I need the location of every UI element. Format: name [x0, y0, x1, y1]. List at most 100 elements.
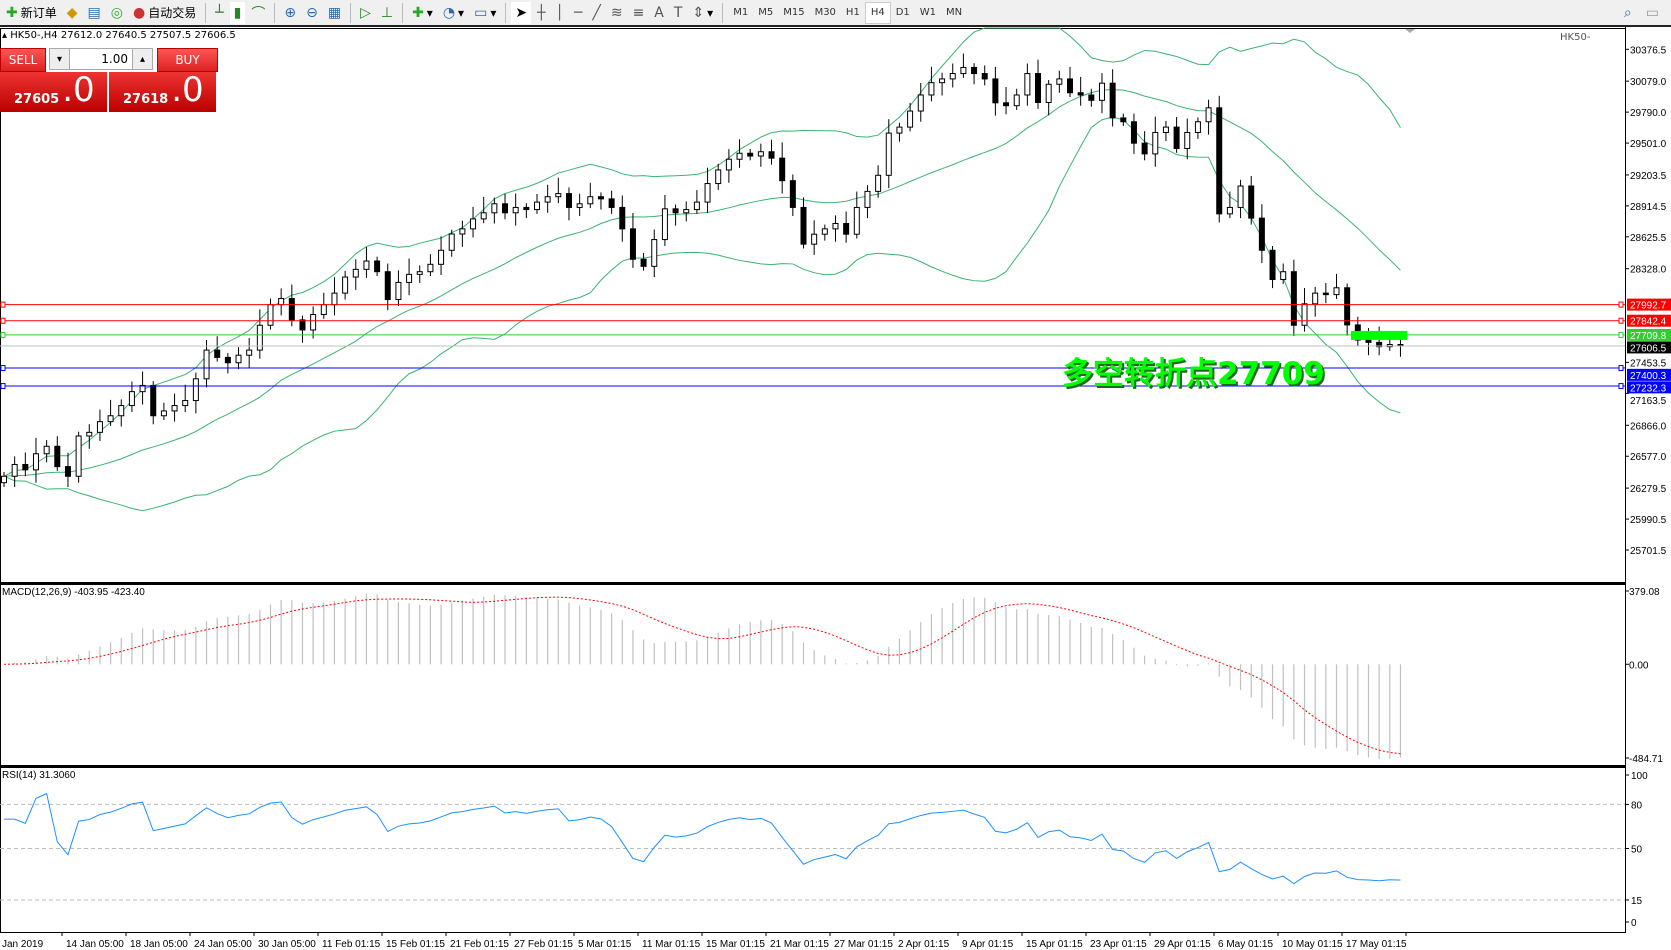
hline-handle [0, 383, 6, 390]
candle-bear [1141, 142, 1148, 155]
timeframe-d1[interactable]: D1 [895, 7, 910, 18]
buy-price[interactable]: 27618.0 [109, 72, 216, 112]
chat-icon[interactable]: ▭ [1645, 4, 1659, 21]
buy-button[interactable]: BUY [157, 48, 218, 72]
channel-button[interactable]: ≡ [629, 2, 649, 24]
crosshair-button[interactable]: ┼ [533, 2, 549, 24]
candle-bear [747, 152, 754, 157]
candle-bull [917, 94, 924, 112]
lot-decrease-button[interactable]: ▾ [50, 49, 70, 69]
zoom-out-button[interactable]: ⊖ [302, 2, 322, 24]
candle-bull [949, 73, 956, 80]
candle-bear [1003, 102, 1010, 107]
candle-bull [86, 431, 93, 437]
time-label: 27 Feb 01:15 [514, 939, 573, 950]
candle-bull [192, 378, 199, 402]
candle-bull [448, 233, 455, 251]
candle-bear [54, 445, 61, 468]
turning-point-marker [1351, 330, 1407, 340]
timeframe-m1[interactable]: M1 [733, 7, 749, 18]
navigator-icon: ◎ [110, 4, 123, 21]
candle-bear [374, 260, 381, 273]
indicators-button[interactable]: ✚ ▾ [412, 4, 433, 21]
price-tick-label: 29501.0 [1630, 139, 1667, 150]
horizontal-line-button[interactable]: ─ [570, 2, 586, 24]
zoom-in-button[interactable]: ⊕ [280, 2, 300, 24]
candle-bear [214, 349, 221, 358]
candle-bear [843, 223, 850, 235]
lot-input[interactable]: 1.00 [70, 49, 132, 69]
templates-icon: ▭ [474, 4, 488, 21]
bar-chart-button[interactable]: ┴ [211, 2, 227, 24]
lot-increase-button[interactable]: ▴ [132, 49, 152, 69]
timeframe-h1[interactable]: H1 [845, 7, 860, 18]
timeframe-h4[interactable]: H4 [864, 1, 891, 24]
auto-trading-button[interactable]: ● 自动交易 [129, 2, 200, 24]
price-tick-label: 26279.5 [1630, 484, 1667, 495]
timeframe-m5[interactable]: M5 [758, 7, 774, 18]
candle-bear [800, 206, 807, 245]
cursor-button[interactable]: ➤ [511, 1, 532, 24]
sell-price[interactable]: 27605.0 [0, 72, 107, 112]
sell-button[interactable]: SELL [0, 48, 46, 72]
time-label: 11 Feb 01:15 [322, 939, 381, 950]
candlestick-button[interactable]: ▮ [229, 1, 246, 24]
bollinger-middle [3, 89, 1401, 477]
timeframe-m30[interactable]: M30 [814, 7, 836, 18]
trendline-button[interactable]: ╱ [588, 2, 604, 24]
navigator-button[interactable]: ◎ [107, 2, 127, 24]
candle-bull [811, 233, 818, 245]
hline-label-bg [1627, 368, 1671, 381]
candle-bull [1098, 82, 1105, 101]
search-icon[interactable]: ⌕ [1623, 4, 1632, 21]
candle-bull [491, 203, 498, 214]
candle-bull [256, 324, 263, 351]
new-order-button[interactable]: ✚ 新订单 [2, 2, 61, 24]
candle-bull [11, 463, 18, 477]
lot-stepper[interactable]: ▾ 1.00 ▴ [49, 48, 153, 70]
chart-canvas[interactable]: 30376.5 30079.0 29790.0 29501.0 29203.5 28914… [0, 27, 1671, 950]
timeframe-w1[interactable]: W1 [919, 7, 937, 18]
candle-bull [1056, 78, 1063, 85]
arrows-button[interactable]: ⇕ ▾ [692, 4, 714, 21]
tile-windows-button[interactable]: ▦ [324, 2, 345, 24]
candle-bull [1280, 271, 1287, 281]
text-button[interactable]: A [650, 2, 668, 24]
hline-handle [1618, 365, 1624, 372]
candles [1, 53, 1404, 487]
hline-label-bg [1627, 341, 1671, 354]
templates-button[interactable]: ▭ ▾ [474, 4, 497, 21]
line-chart-button[interactable]: ⌒ [247, 2, 269, 24]
separator [722, 2, 724, 23]
text-label-button[interactable]: T [670, 2, 687, 24]
time-label: 10 May 01:15 [1282, 939, 1343, 950]
data-window-button[interactable]: ▤ [84, 2, 105, 24]
market-watch-button[interactable]: ◆ [63, 2, 82, 24]
sell-price-main: 27605 [14, 92, 60, 107]
candle-bear [1248, 185, 1255, 219]
hline-handle [1618, 317, 1624, 324]
price-tick-label: 26577.0 [1630, 452, 1667, 463]
timeframe-mn[interactable]: MN [946, 7, 963, 18]
price-tick-label: 29790.0 [1630, 108, 1667, 119]
time-label: 17 May 01:15 [1346, 939, 1407, 950]
time-label: 27 Mar 01:15 [834, 939, 893, 950]
time-label: Jan 2019 [2, 939, 44, 950]
candle-bull [1184, 131, 1191, 150]
chart-shift-button[interactable]: ⊥ [377, 2, 397, 24]
candle-bull [427, 263, 434, 273]
timeframe-m15[interactable]: M15 [783, 7, 805, 18]
candle-bear [1365, 339, 1372, 343]
vertical-line-icon: │ [555, 4, 564, 21]
candle-bull [1194, 121, 1201, 133]
vertical-line-button[interactable]: │ [552, 2, 568, 24]
candle-bull [907, 110, 914, 128]
bollinger-upper [3, 27, 1401, 477]
candle-bear [992, 78, 999, 104]
fibonacci-button[interactable]: ≋ [607, 2, 627, 24]
time-label: 24 Jan 05:00 [194, 939, 252, 950]
periods-button[interactable]: ◔ ▾ [442, 4, 465, 21]
candle-bull [736, 152, 743, 160]
auto-scroll-button[interactable]: ▷ [356, 2, 375, 24]
candle-bull [555, 193, 562, 198]
